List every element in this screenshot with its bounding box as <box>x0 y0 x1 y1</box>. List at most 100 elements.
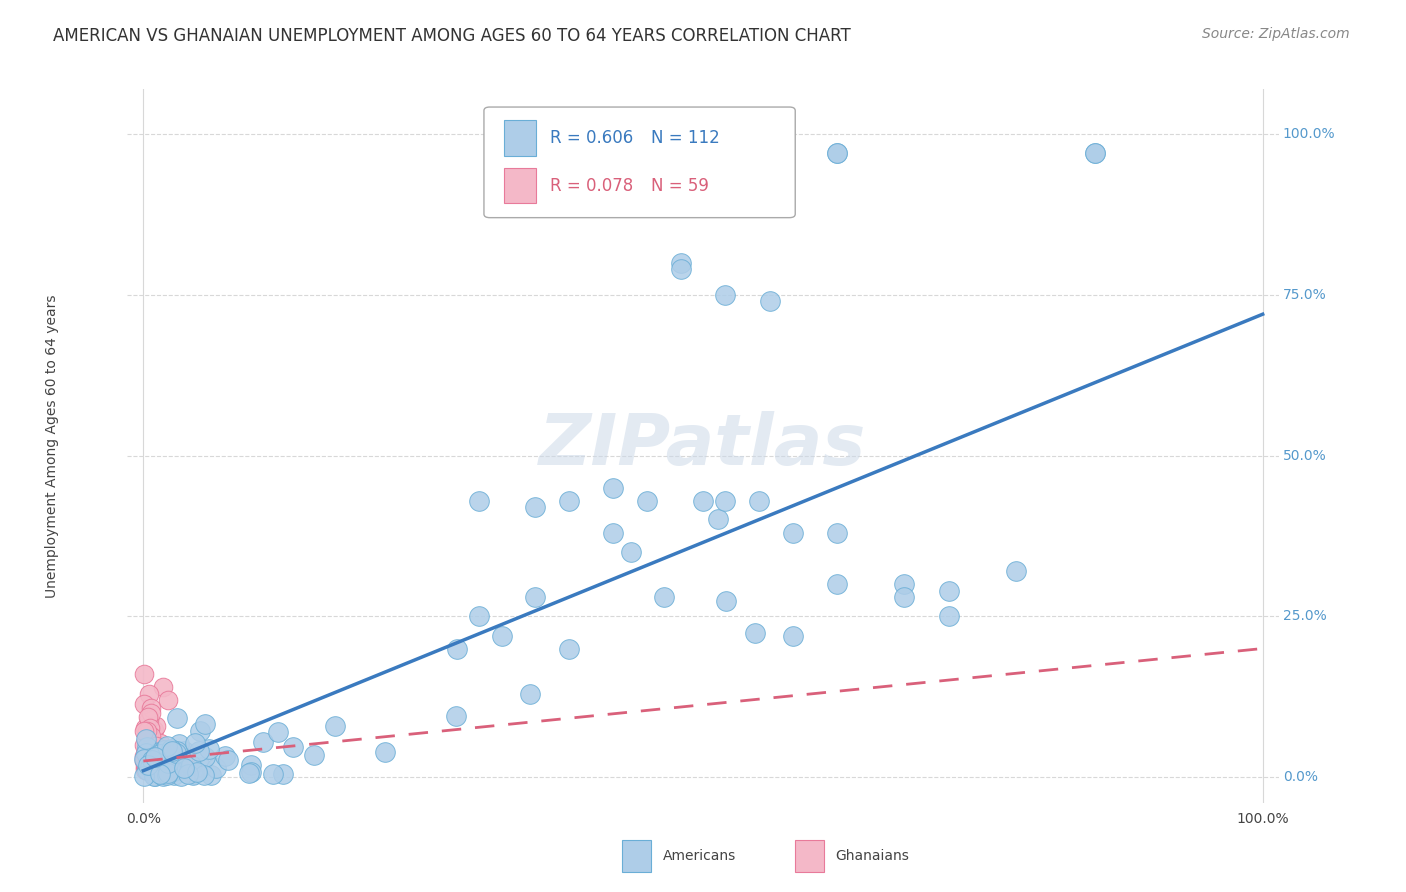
Point <box>214 749 236 764</box>
Point <box>143 769 166 783</box>
Point <box>139 750 162 764</box>
Point <box>141 701 163 715</box>
Point <box>827 146 849 161</box>
Point <box>166 746 188 760</box>
Point <box>938 583 960 598</box>
Point <box>163 764 186 779</box>
Point <box>323 719 346 733</box>
Point <box>159 746 181 760</box>
Point <box>271 767 294 781</box>
Point <box>156 739 179 753</box>
Point <box>141 738 163 752</box>
Point <box>136 710 159 724</box>
Point <box>468 493 491 508</box>
Text: 0.0%: 0.0% <box>125 813 160 827</box>
Text: 25.0%: 25.0% <box>1282 609 1327 624</box>
Point <box>167 759 190 773</box>
Point <box>782 629 804 643</box>
Point <box>707 512 730 526</box>
Point <box>135 734 157 748</box>
Point <box>239 758 262 772</box>
Point <box>152 769 174 783</box>
Point <box>152 756 174 771</box>
Point <box>620 545 643 559</box>
FancyBboxPatch shape <box>484 107 796 218</box>
Point <box>172 754 194 768</box>
Point <box>1084 146 1107 161</box>
Point <box>135 754 157 768</box>
Point <box>134 769 156 783</box>
Point <box>135 764 157 778</box>
Point <box>283 740 305 755</box>
Point <box>157 756 180 771</box>
Point <box>148 762 170 776</box>
Point <box>714 288 737 302</box>
Point <box>162 763 184 777</box>
Text: N = 59: N = 59 <box>651 177 709 194</box>
Point <box>132 724 155 739</box>
Point <box>160 756 183 770</box>
Point <box>139 729 162 743</box>
Point <box>180 757 202 772</box>
Point <box>519 687 541 701</box>
Point <box>200 768 222 782</box>
Point <box>139 721 162 735</box>
Point <box>524 590 547 604</box>
Point <box>173 761 195 775</box>
Bar <box>623 840 651 872</box>
Point <box>134 752 156 766</box>
Point <box>153 755 176 769</box>
Point <box>156 693 179 707</box>
Point <box>134 760 156 774</box>
Point <box>524 500 547 514</box>
Point <box>198 742 221 756</box>
Point <box>602 481 624 495</box>
Point <box>181 767 204 781</box>
Point <box>145 719 167 733</box>
Point <box>146 764 169 778</box>
Point <box>759 294 782 309</box>
Point <box>134 667 156 681</box>
Point <box>135 746 157 760</box>
Point <box>938 609 960 624</box>
Point <box>146 760 169 774</box>
Point <box>142 755 165 769</box>
Point <box>156 766 179 780</box>
Text: 50.0%: 50.0% <box>1282 449 1327 463</box>
Point <box>139 706 162 721</box>
Text: AMERICAN VS GHANAIAN UNEMPLOYMENT AMONG AGES 60 TO 64 YEARS CORRELATION CHART: AMERICAN VS GHANAIAN UNEMPLOYMENT AMONG … <box>53 27 851 45</box>
Point <box>827 525 849 540</box>
Point <box>748 493 770 508</box>
Text: 100.0%: 100.0% <box>1236 813 1289 827</box>
Point <box>138 712 160 726</box>
Text: Source: ZipAtlas.com: Source: ZipAtlas.com <box>1202 27 1350 41</box>
Point <box>153 743 176 757</box>
Point <box>152 756 174 770</box>
Point <box>217 752 239 766</box>
Text: 100.0%: 100.0% <box>1282 128 1336 141</box>
Text: 0.0%: 0.0% <box>1282 770 1317 784</box>
Point <box>141 761 163 775</box>
Point <box>444 709 467 723</box>
Point <box>141 762 163 776</box>
Point <box>136 763 159 777</box>
Point <box>190 760 212 774</box>
Point <box>135 740 157 755</box>
Point <box>827 577 849 591</box>
Point <box>149 747 172 761</box>
Point <box>194 717 217 731</box>
Point <box>827 146 849 161</box>
Point <box>143 723 166 738</box>
Point <box>166 711 188 725</box>
Point <box>135 724 157 739</box>
Point <box>141 751 163 765</box>
Point <box>149 736 172 750</box>
Point <box>138 755 160 769</box>
Point <box>166 744 188 758</box>
Point <box>177 767 200 781</box>
Text: R = 0.606: R = 0.606 <box>550 128 633 146</box>
Point <box>143 749 166 764</box>
Point <box>183 767 205 781</box>
Point <box>142 756 165 770</box>
Point <box>152 751 174 765</box>
